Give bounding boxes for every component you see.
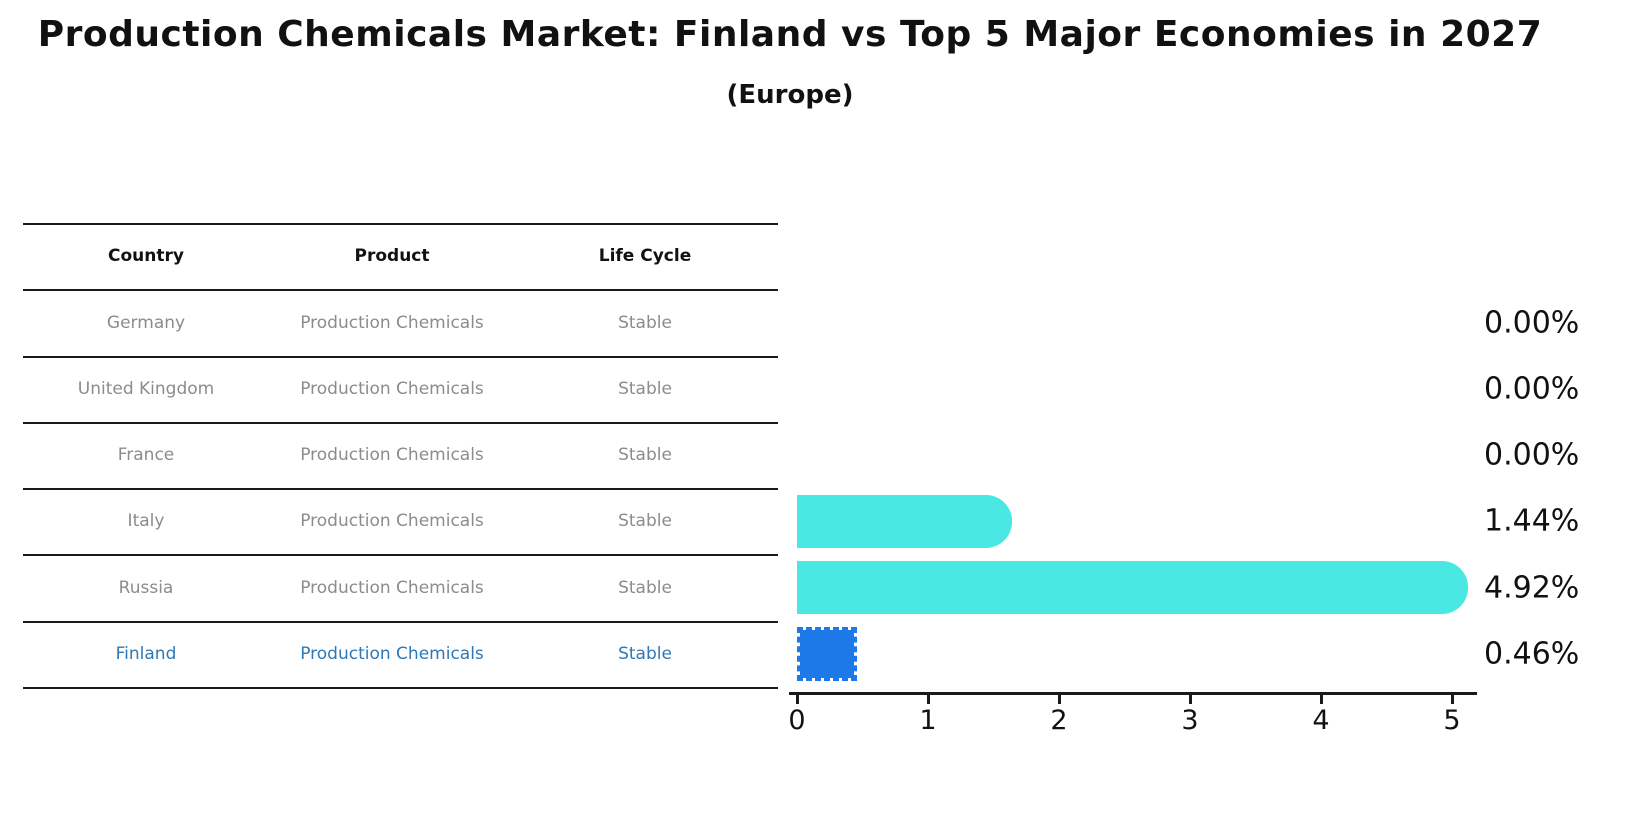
table-cell-country-united-kingdom: United Kingdom [77,379,215,399]
table-cell-life-cycle-united-kingdom: Stable [618,379,672,399]
table-cell-product-russia: Production Chemicals [300,577,484,598]
value-label-germany: 0.00% [1484,305,1580,340]
table-cell-product-finland: Production Chemicals [300,644,484,664]
table-line [23,422,778,424]
value-label-italy: 1.44% [1484,503,1580,539]
bar-russia [797,561,1468,614]
table-cell-country-italy: Italy [127,511,165,531]
x-axis-line [789,692,1477,695]
value-label-russia: 4.92% [1484,570,1580,605]
table-line [23,488,778,490]
table-cell-life-cycle-germany: Stable [618,312,672,333]
x-tick-label-4: 4 [1312,705,1330,736]
x-tick-mark-1 [926,695,930,704]
table-cell-country-russia: Russia [118,577,174,598]
value-label-finland: 0.46% [1484,636,1580,672]
bar-italy [797,494,1012,548]
x-tick-mark-0 [795,695,799,704]
value-label-france: 0.00% [1484,437,1580,473]
column-header-product: Product [354,246,430,266]
chart-title: Production Chemicals Market: Finland vs … [37,14,1543,55]
table-cell-life-cycle-russia: Stable [618,577,672,598]
value-label-united-kingdom: 0.00% [1484,371,1580,407]
table-cell-product-france: Production Chemicals [300,445,484,465]
column-header-country: Country [108,246,184,266]
table-line [23,687,778,689]
table-cell-product-germany: Production Chemicals [300,312,484,333]
table-cell-life-cycle-italy: Stable [618,511,672,531]
table-line [23,223,778,225]
x-tick-mark-4 [1319,695,1323,704]
table-cell-life-cycle-france: Stable [618,445,672,465]
table-line [23,554,778,556]
table-cell-country-finland: Finland [115,644,177,664]
table-line [23,289,778,291]
x-tick-mark-2 [1057,695,1061,704]
chart-subtitle: (Europe) [726,80,854,110]
table-cell-product-italy: Production Chemicals [300,511,484,531]
table-cell-life-cycle-finland: Stable [618,644,672,664]
column-header-life-cycle: Life Cycle [598,246,692,266]
x-tick-label-2: 2 [1050,705,1068,736]
x-tick-label-0: 0 [788,705,806,736]
x-tick-label-3: 3 [1181,705,1199,736]
table-cell-country-germany: Germany [106,312,186,333]
bar-finland [797,627,858,681]
table-line [23,621,778,623]
x-tick-mark-3 [1188,695,1192,704]
table-line [23,356,778,358]
x-tick-mark-5 [1450,695,1454,704]
x-tick-label-1: 1 [919,705,937,736]
table-cell-country-france: France [117,445,175,465]
table-cell-product-united-kingdom: Production Chemicals [300,379,484,399]
x-tick-label-5: 5 [1443,705,1461,736]
